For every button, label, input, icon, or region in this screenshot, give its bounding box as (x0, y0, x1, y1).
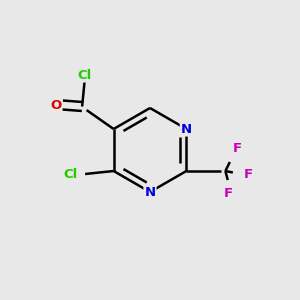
Text: O: O (50, 98, 61, 112)
Text: F: F (243, 167, 252, 181)
Text: F: F (233, 142, 242, 155)
Text: N: N (144, 185, 156, 199)
Text: Cl: Cl (63, 167, 78, 181)
Text: F: F (224, 187, 233, 200)
Text: Cl: Cl (77, 68, 92, 82)
Text: N: N (181, 122, 192, 136)
